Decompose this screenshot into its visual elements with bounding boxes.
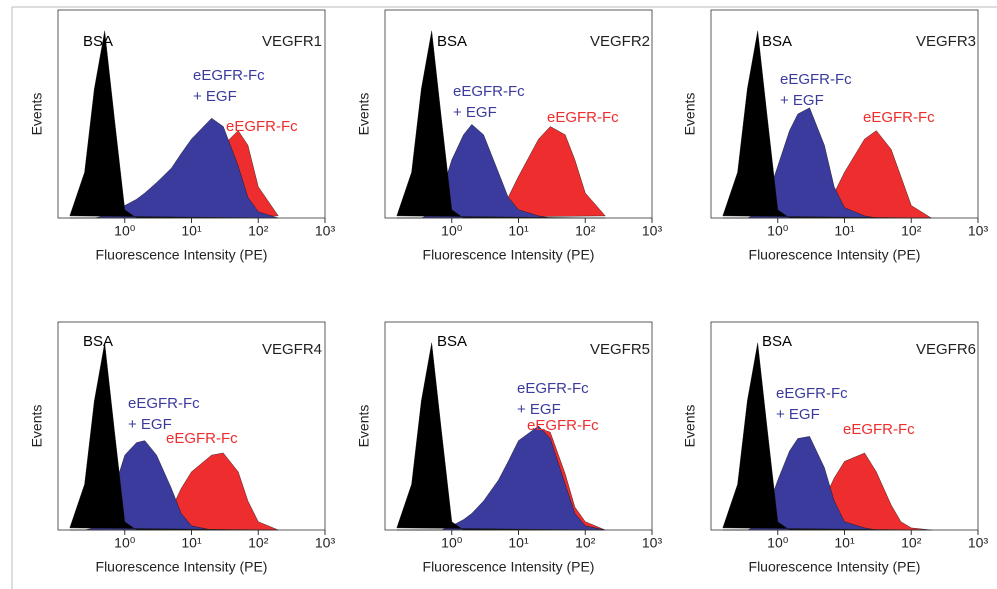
panel: 10⁰ 10¹ 10² 10³ Fluorescence Intensity (PE) E…	[356, 9, 663, 263]
panel-title: VEGFR6	[916, 341, 976, 358]
series-label: eEGFR-Fc	[453, 83, 525, 100]
y-axis-label: Events	[356, 93, 372, 136]
panel-title: VEGFR3	[916, 33, 976, 50]
series-label: + EGF	[780, 92, 824, 109]
x-axis-label: Fluorescence Intensity (PE)	[749, 559, 921, 575]
panel-title: VEGFR1	[262, 33, 322, 50]
series-label: + EGF	[453, 104, 497, 121]
panel: 10⁰ 10¹ 10² 10³ Fluorescence Intensity (PE) E…	[356, 321, 663, 575]
x-tick-label: 10³	[642, 535, 663, 551]
panel: 10⁰ 10¹ 10² 10³ Fluorescence Intensity (PE) E…	[682, 321, 989, 575]
y-axis-label: Events	[682, 405, 698, 448]
x-tick-label: 10³	[642, 223, 663, 239]
series-label: eEGFR-Fc	[517, 380, 589, 397]
series-label: + EGF	[128, 416, 172, 433]
series-label: eEGFR-Fc	[863, 109, 935, 126]
x-tick-label: 10⁰	[767, 535, 789, 551]
x-tick-label: 10⁰	[767, 223, 789, 239]
x-tick-label: 10⁰	[114, 535, 136, 551]
x-tick-label: 10³	[315, 223, 336, 239]
series-label: eEGFR-Fc	[527, 417, 599, 434]
x-tick-label: 10²	[575, 223, 596, 239]
series-label: eEGFR-Fc	[776, 385, 848, 402]
series-label: BSA	[83, 333, 113, 350]
x-tick-label: 10¹	[181, 535, 202, 551]
series-label: eEGFR-Fc	[843, 421, 915, 438]
x-tick-label: 10⁰	[441, 535, 463, 551]
panel-title: VEGFR2	[590, 33, 650, 50]
panel-title: VEGFR4	[262, 341, 322, 358]
x-tick-label: 10²	[248, 535, 269, 551]
series-label: BSA	[437, 33, 467, 50]
panel: 10⁰ 10¹ 10² 10³ Fluorescence Intensity (PE) E…	[29, 321, 336, 575]
x-tick-label: 10¹	[834, 223, 855, 239]
x-tick-label: 10²	[901, 535, 922, 551]
series-label: eEGFR-Fc	[166, 430, 238, 447]
x-tick-label: 10³	[968, 535, 989, 551]
y-axis-label: Events	[29, 405, 45, 448]
y-axis-label: Events	[356, 405, 372, 448]
x-tick-label: 10²	[901, 223, 922, 239]
series-label: eEGFR-Fc	[780, 71, 852, 88]
y-axis-label: Events	[682, 93, 698, 136]
x-tick-label: 10¹	[834, 535, 855, 551]
series-label: + EGF	[776, 406, 820, 423]
x-axis-label: Fluorescence Intensity (PE)	[96, 247, 268, 263]
series-label: eEGFR-Fc	[547, 109, 619, 126]
x-tick-label: 10¹	[181, 223, 202, 239]
x-axis-label: Fluorescence Intensity (PE)	[423, 559, 595, 575]
panel: 10⁰ 10¹ 10² 10³ Fluorescence Intensity (PE) E…	[29, 9, 336, 263]
series-label: BSA	[762, 333, 792, 350]
x-tick-label: 10²	[248, 223, 269, 239]
y-axis-label: Events	[29, 93, 45, 136]
x-tick-label: 10⁰	[114, 223, 136, 239]
x-tick-label: 10¹	[508, 223, 529, 239]
x-tick-label: 10⁰	[441, 223, 463, 239]
series-label: eEGFR-Fc	[193, 67, 265, 84]
x-axis-label: Fluorescence Intensity (PE)	[96, 559, 268, 575]
x-tick-label: 10³	[315, 535, 336, 551]
panel: 10⁰ 10¹ 10² 10³ Fluorescence Intensity (PE) E…	[682, 9, 989, 263]
x-tick-label: 10³	[968, 223, 989, 239]
x-axis-label: Fluorescence Intensity (PE)	[749, 247, 921, 263]
x-tick-label: 10²	[575, 535, 596, 551]
panel-title: VEGFR5	[590, 341, 650, 358]
x-axis-label: Fluorescence Intensity (PE)	[423, 247, 595, 263]
series-label: + EGF	[517, 401, 561, 418]
series-label: BSA	[762, 33, 792, 50]
series-label: BSA	[437, 333, 467, 350]
series-label: eEGFR-Fc	[128, 395, 200, 412]
series-label: eEGFR-Fc	[226, 118, 298, 135]
series-label: BSA	[83, 33, 113, 50]
series-label: + EGF	[193, 88, 237, 105]
x-tick-label: 10¹	[508, 535, 529, 551]
